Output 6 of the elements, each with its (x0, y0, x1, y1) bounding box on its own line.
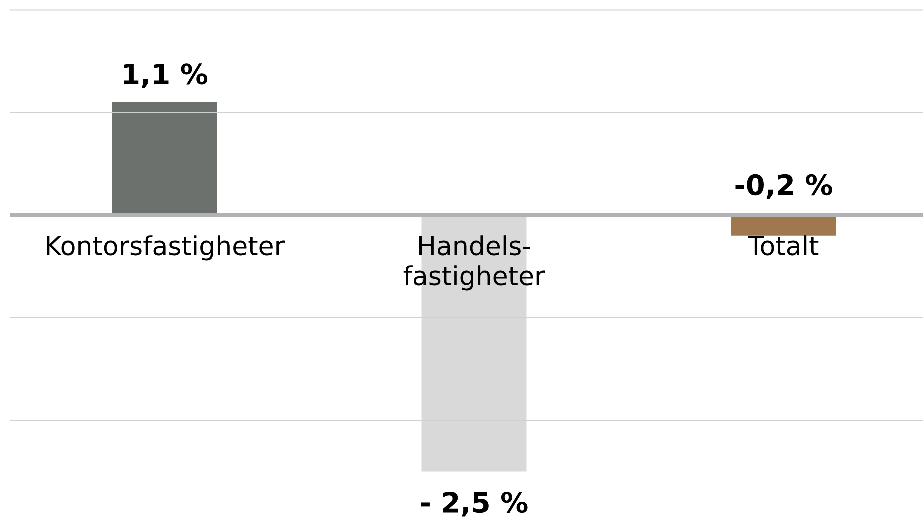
data-label: -0,2 % (736, 174, 832, 200)
data-label: 1,1 % (124, 64, 208, 88)
data-label: - 2,5 % (421, 492, 528, 517)
x-tick-label: Kontorsfastigheter (47, 236, 285, 261)
x-tick-label: Totalt (748, 236, 819, 256)
x-tick-label: Handels- fastigheter (404, 236, 546, 291)
